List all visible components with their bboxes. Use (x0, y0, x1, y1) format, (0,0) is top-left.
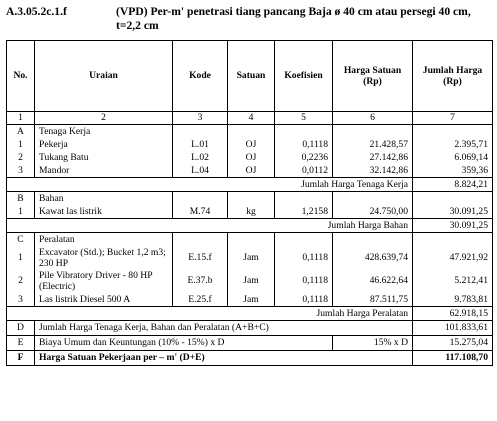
section-title: Bahan (34, 191, 173, 205)
col-satuan: Satuan (227, 40, 275, 112)
col-number: 1 (6, 111, 35, 125)
col-uraian: Uraian (34, 40, 173, 112)
col-number: 3 (172, 111, 228, 125)
section-letter: C (6, 232, 35, 246)
col-no: No. (6, 40, 35, 112)
total-label: Jumlah Harga Tenaga Kerja, Bahan dan Per… (34, 320, 413, 336)
total-label: Biaya Umum dan Keuntungan (10% - 15%) x … (34, 335, 333, 351)
table-row: 3 Las listrik Diesel 500 A E.25.f Jam 0,… (6, 293, 493, 307)
table-row: 1 Pekerja L.01 OJ 0,1118 21.428,57 2.395… (6, 138, 493, 151)
col-koefisien: Koefisien (274, 40, 333, 112)
total-e-row: E Biaya Umum dan Keuntungan (10% - 15%) … (6, 335, 493, 351)
col-number: 2 (34, 111, 173, 125)
section-letter: A (6, 124, 35, 138)
item-code: A.3.05.2c.1.f (6, 5, 67, 18)
row-letter: E (6, 335, 35, 351)
col-number: 5 (274, 111, 333, 125)
section-c-header: C Peralatan (6, 232, 493, 246)
table-row: 2 Pile Vibratory Driver - 80 HP (Electri… (6, 269, 493, 293)
total-f-row: F Harga Satuan Pekerjaan per – m' (D+E) … (6, 350, 493, 366)
table-row: 3 Mandor L.04 OJ 0,0112 32.142,86 359,36 (6, 164, 493, 178)
table-row: 1 Excavator (Std.); Bucket 1,2 m3; 230 H… (6, 246, 493, 269)
subtotal-row: Jumlah Harga Tenaga Kerja 8.824,21 (6, 177, 493, 192)
total-value: 101.833,61 (412, 320, 493, 336)
total-label: Harga Satuan Pekerjaan per – m' (D+E) (34, 350, 413, 366)
unit-price-table: No. Uraian Kode Satuan Koefisien Harga S… (6, 40, 493, 366)
table-row: 2 Tukang Batu L.02 OJ 0,2236 27.142,86 6… (6, 151, 493, 164)
row-letter: D (6, 320, 35, 336)
subtotal-value: 62.918,15 (412, 306, 493, 321)
section-title: Tenaga Kerja (34, 124, 173, 138)
total-d-row: D Jumlah Harga Tenaga Kerja, Bahan dan P… (6, 320, 493, 336)
col-number: 7 (412, 111, 493, 125)
subtotal-value: 30.091,25 (412, 218, 493, 233)
subtotal-value: 8.824,21 (412, 177, 493, 192)
row-letter: F (6, 350, 35, 366)
col-harga-satuan: Harga Satuan (Rp) (332, 40, 413, 112)
total-value: 117.108,70 (412, 350, 493, 366)
section-title: Peralatan (34, 232, 173, 246)
section-a-header: A Tenaga Kerja (6, 124, 493, 138)
subtotal-row: Jumlah Harga Peralatan 62.918,15 (6, 306, 493, 321)
column-header-row: No. Uraian Kode Satuan Koefisien Harga S… (6, 40, 493, 112)
col-kode: Kode (172, 40, 228, 112)
section-letter: B (6, 191, 35, 205)
col-jumlah-harga: Jumlah Harga (Rp) (412, 40, 493, 112)
table-row: 1 Kawat las listrik M.74 kg 1,2158 24.75… (6, 205, 493, 219)
col-number: 4 (227, 111, 275, 125)
item-title: (VPD) Per-m' penetrasi tiang pancang Baj… (116, 5, 471, 32)
subtotal-label: Jumlah Harga Tenaga Kerja (6, 177, 413, 192)
subtotal-label: Jumlah Harga Peralatan (6, 306, 413, 321)
col-number: 6 (332, 111, 413, 125)
section-b-header: B Bahan (6, 191, 493, 205)
column-number-row: 1 2 3 4 5 6 7 (6, 111, 493, 125)
overhead-percentage: 15% x D (332, 335, 413, 351)
subtotal-label: Jumlah Harga Bahan (6, 218, 413, 233)
total-value: 15.275,04 (412, 335, 493, 351)
subtotal-row: Jumlah Harga Bahan 30.091,25 (6, 218, 493, 233)
